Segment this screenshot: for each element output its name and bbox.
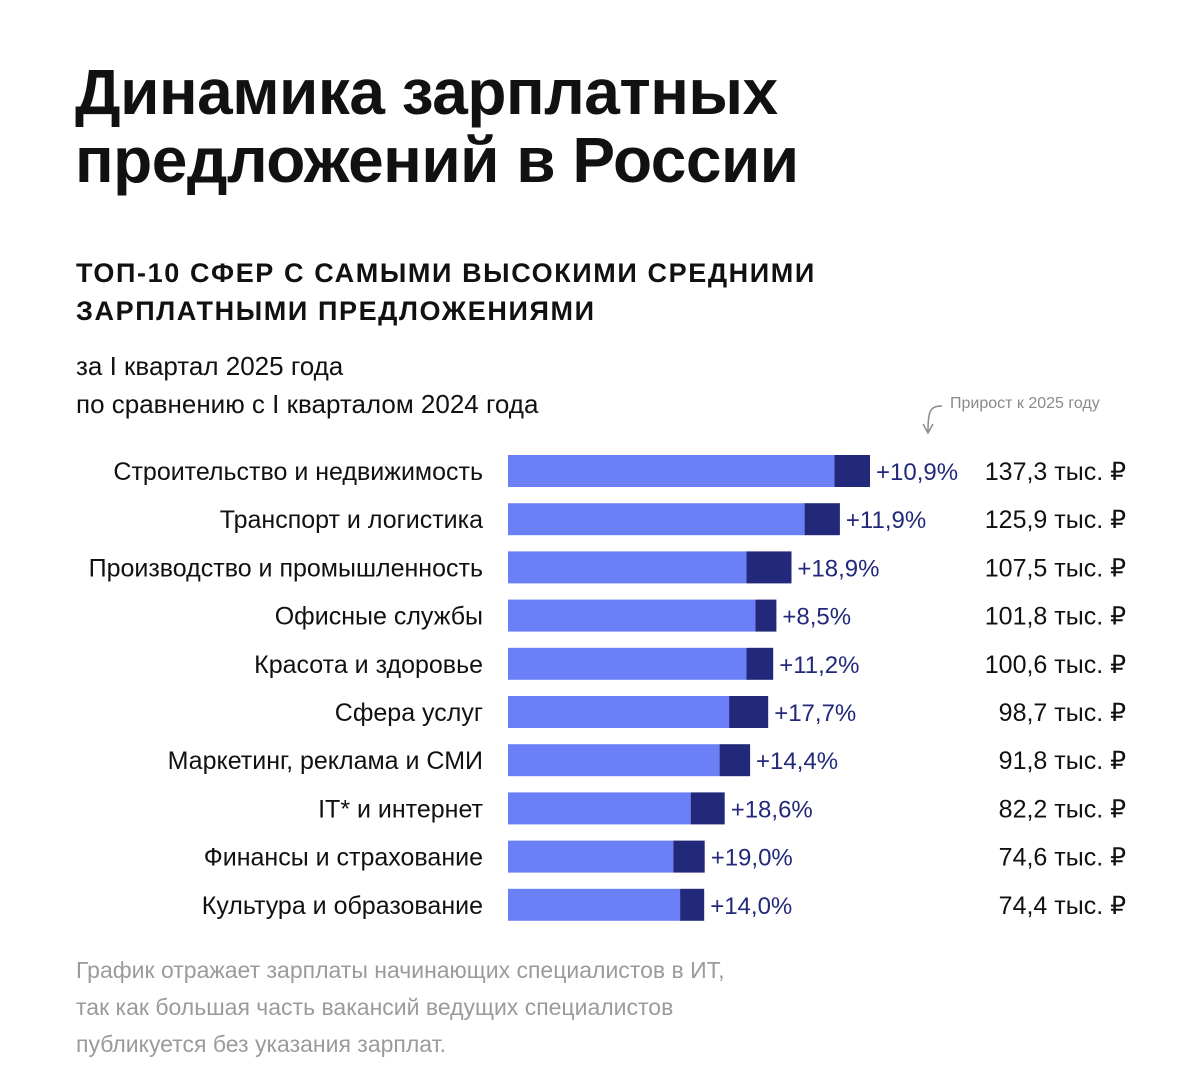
bar-growth-2025: [834, 455, 870, 487]
salary-value-label: 125,9 тыс. ₽: [985, 506, 1126, 534]
growth-percent-label: +14,0%: [710, 893, 792, 920]
growth-percent-label: +14,4%: [756, 748, 838, 775]
page-title: Динамика зарплатных предложений в России: [75, 58, 1075, 194]
salary-value-label: 101,8 тыс. ₽: [985, 603, 1126, 631]
curved-arrow-icon: [922, 405, 943, 435]
salary-value-label: 100,6 тыс. ₽: [985, 651, 1126, 679]
bar-growth-2025: [719, 744, 751, 777]
growth-percent-label: +17,7%: [774, 700, 856, 727]
bar-growth-2025: [729, 696, 769, 728]
growth-percent-label: +11,2%: [779, 652, 859, 679]
bar-base-2024: [508, 551, 747, 584]
category-label: IT* и интернет: [318, 795, 483, 823]
category-label: Офисные службы: [275, 603, 483, 631]
footnote-line-2: так как большая часть вакансий ведущих с…: [76, 994, 674, 1020]
category-label: Сфера услуг: [335, 699, 483, 727]
category-label: Транспорт и логистика: [220, 506, 483, 534]
bar-growth-2025: [680, 888, 705, 921]
bar-base-2024: [508, 888, 681, 921]
category-label: Финансы и страхование: [204, 844, 483, 872]
footnote: График отражает зарплаты начинающих спец…: [76, 952, 976, 1063]
period-description: за I квартал 2025 года по сравнению с I …: [76, 347, 876, 423]
bar-growth-2025: [804, 503, 840, 536]
title-line-1: Динамика зарплатных: [75, 56, 778, 128]
footnote-line-1: График отражает зарплаты начинающих спец…: [76, 957, 725, 983]
growth-percent-label: +18,6%: [731, 796, 813, 823]
growth-percent-label: +19,0%: [711, 845, 793, 872]
bar-base-2024: [508, 647, 747, 680]
salary-value-label: 107,5 тыс. ₽: [985, 554, 1126, 582]
category-label: Культура и образование: [202, 892, 483, 920]
bar-base-2024: [508, 599, 756, 632]
bar-growth-2025: [746, 647, 774, 680]
bar-base-2024: [508, 792, 691, 825]
subtitle-line-1: ТОП-10 СФЕР С САМЫМИ ВЫСОКИМИ СРЕДНИМИ: [76, 258, 816, 288]
title-line-2: предложений в России: [75, 124, 799, 196]
chart-subtitle: ТОП-10 СФЕР С САМЫМИ ВЫСОКИМИ СРЕДНИМИ З…: [76, 254, 976, 330]
growth-percent-label: +18,9%: [797, 555, 879, 582]
period-line-2: по сравнению с I кварталом 2024 года: [76, 389, 539, 419]
salary-value-label: 98,7 тыс. ₽: [999, 699, 1126, 727]
bar-base-2024: [508, 840, 674, 873]
bar-base-2024: [508, 696, 730, 728]
bar-growth-2025: [746, 551, 792, 584]
bar-growth-2025: [673, 840, 705, 873]
salary-value-label: 74,6 тыс. ₽: [999, 844, 1126, 872]
growth-legend-label: Прирост к 2025 году: [950, 395, 1100, 412]
category-label: Маркетинг, реклама и СМИ: [168, 747, 483, 775]
growth-percent-label: +11,9%: [846, 507, 926, 534]
salary-value-label: 137,3 тыс. ₽: [985, 458, 1126, 486]
growth-percent-label: +8,5%: [782, 604, 851, 631]
category-label: Строительство и недвижимость: [113, 458, 483, 486]
category-label: Красота и здоровье: [254, 651, 483, 679]
category-label: Производство и промышленность: [89, 554, 483, 582]
footnote-line-3: публикуется без указания зарплат.: [76, 1031, 446, 1057]
subtitle-line-2: ЗАРПЛАТНЫМИ ПРЕДЛОЖЕНИЯМИ: [76, 296, 596, 326]
period-line-1: за I квартал 2025 года: [76, 351, 344, 381]
bar-base-2024: [508, 455, 835, 487]
bar-base-2024: [508, 744, 720, 777]
bar-base-2024: [508, 503, 805, 536]
bar-growth-2025: [690, 792, 725, 825]
salary-value-label: 91,8 тыс. ₽: [999, 747, 1126, 775]
bar-growth-2025: [755, 599, 777, 632]
salary-value-label: 82,2 тыс. ₽: [999, 795, 1126, 823]
salary-value-label: 74,4 тыс. ₽: [999, 892, 1126, 920]
growth-percent-label: +10,9%: [876, 459, 958, 486]
